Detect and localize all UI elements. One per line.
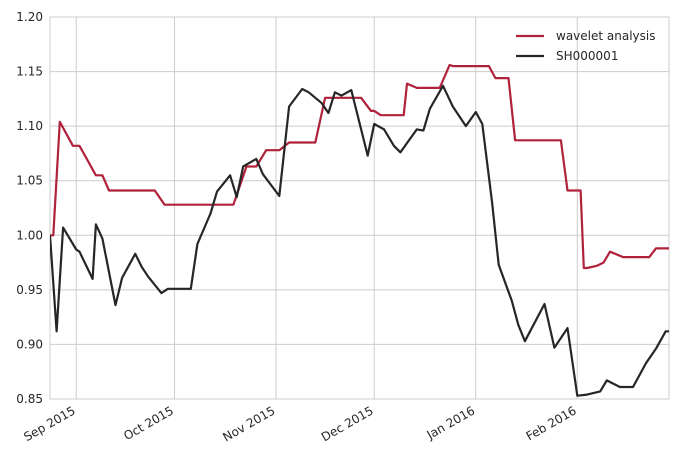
gridlines — [50, 16, 669, 400]
y-tick-label: 1.05 — [16, 174, 43, 188]
y-tick-label: 1.10 — [16, 119, 43, 133]
y-tick-label: 0.85 — [16, 392, 43, 406]
y-tick-label: 1.15 — [16, 65, 43, 79]
legend-label: wavelet analysis — [556, 29, 655, 43]
x-tick-label: Nov 2015 — [220, 403, 277, 444]
series-line-1 — [50, 84, 669, 397]
series-line-0 — [50, 63, 669, 270]
legend: wavelet analysis SH000001 — [516, 29, 655, 63]
y-tick-label: 1.00 — [16, 228, 43, 242]
x-tick-label: Sep 2015 — [21, 403, 77, 444]
plot-frame — [49, 16, 670, 400]
x-axis-ticks: Sep 2015 Oct 2015 Nov 2015 Dec 2015 Jan 2016… — [21, 403, 578, 444]
y-tick-label: 0.90 — [16, 337, 43, 351]
series-layer — [50, 63, 669, 397]
x-tick-label: Jan 2016 — [424, 403, 478, 442]
x-tick-label: Oct 2015 — [121, 403, 176, 443]
y-tick-label: 1.20 — [16, 10, 43, 24]
y-tick-label: 0.95 — [16, 283, 43, 297]
y-axis-ticks: 0.85 0.90 0.95 1.00 1.05 1.10 1.15 1.20 — [16, 10, 43, 406]
x-tick-label: Feb 2016 — [524, 403, 579, 443]
x-tick-label: Dec 2015 — [319, 403, 376, 444]
legend-label: SH000001 — [556, 49, 618, 63]
